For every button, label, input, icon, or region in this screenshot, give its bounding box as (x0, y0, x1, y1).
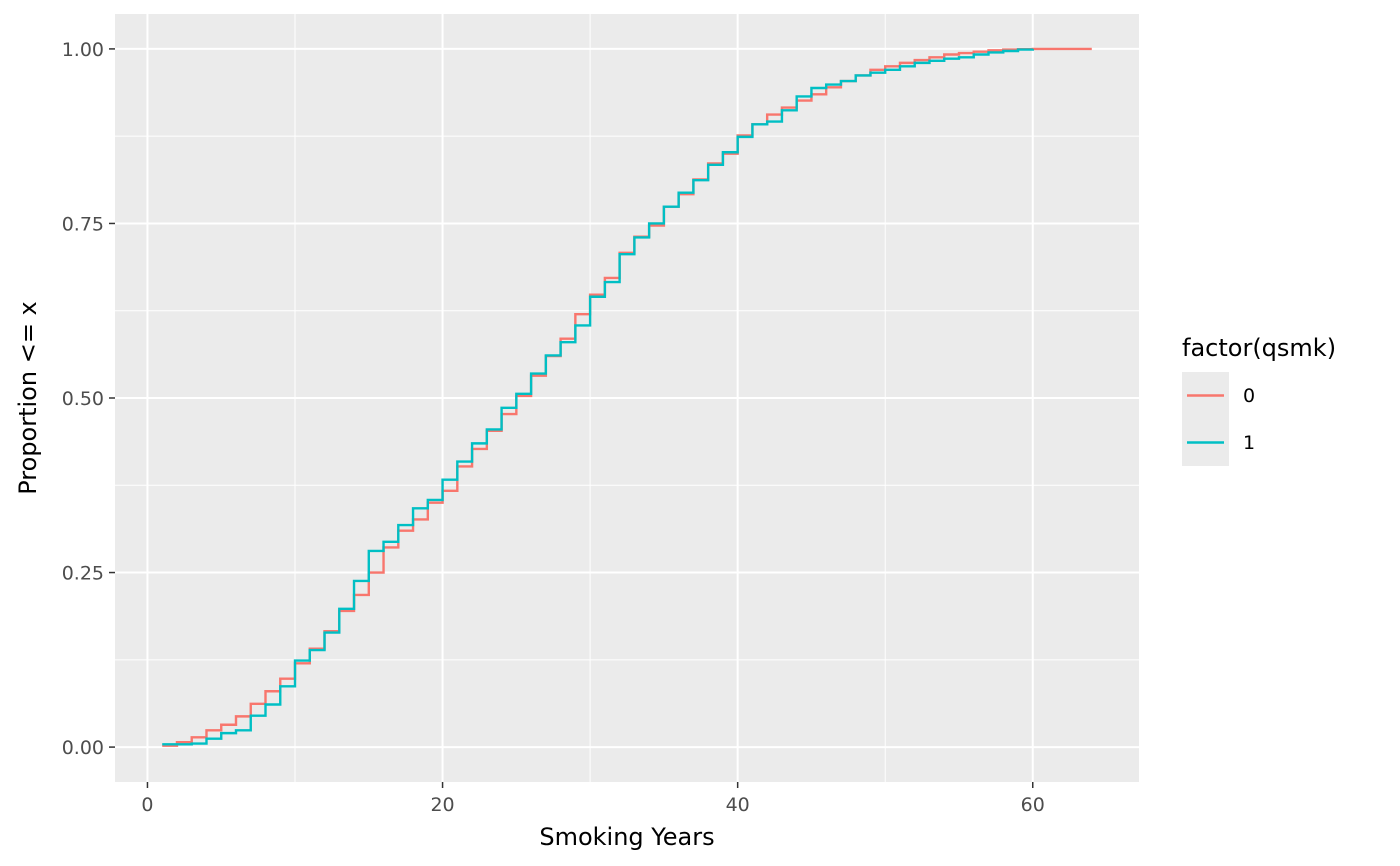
y-tick-label: 0.75 (62, 213, 104, 235)
y-tick-label: 0.25 (62, 563, 104, 585)
x-axis: 0 20 40 60 (141, 782, 1045, 816)
series-lines (162, 47, 1092, 747)
y-axis-title: Proportion <= x (14, 301, 42, 495)
major-gridlines (115, 14, 1139, 782)
legend-label: 0 (1243, 385, 1255, 407)
legend-title: factor(qsmk) (1182, 334, 1336, 362)
legend: factor(qsmk) 0 1 (1182, 334, 1336, 466)
x-tick-label: 0 (141, 794, 153, 816)
x-tick-label: 60 (1021, 794, 1045, 816)
legend-label: 1 (1243, 432, 1255, 454)
y-tick-label: 0.50 (62, 388, 104, 410)
series-line-1 (162, 48, 1034, 746)
y-axis: 0.00 0.25 0.50 0.75 1.00 (62, 39, 115, 759)
y-tick-label: 0.00 (62, 737, 104, 759)
x-axis-title: Smoking Years (539, 823, 714, 851)
x-tick-label: 40 (726, 794, 750, 816)
x-tick-label: 20 (430, 794, 454, 816)
y-tick-label: 1.00 (62, 39, 104, 61)
